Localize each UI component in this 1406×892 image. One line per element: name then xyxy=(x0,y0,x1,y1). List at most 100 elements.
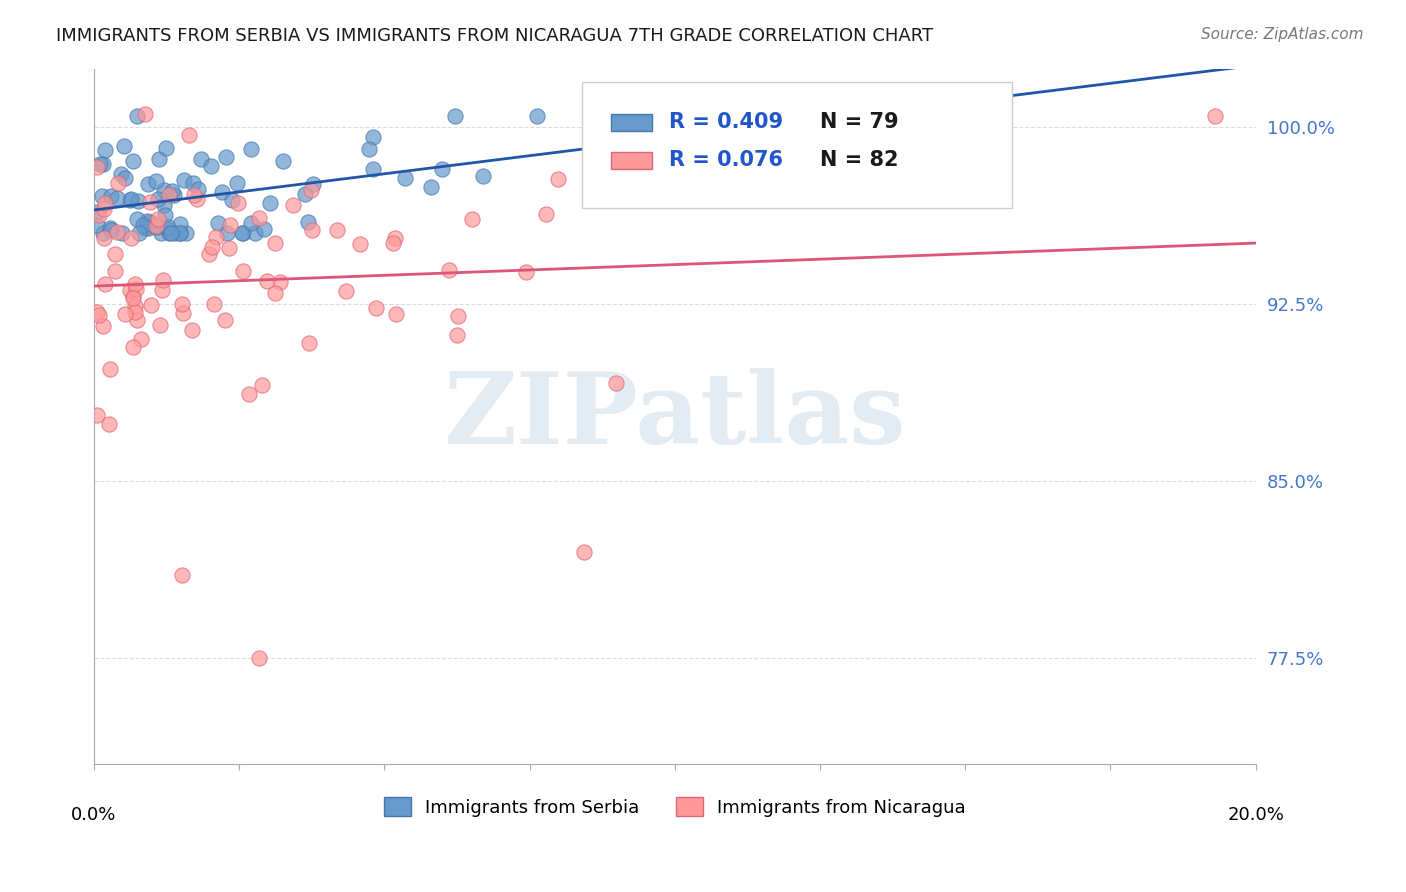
Immigrants from Nicaragua xyxy=(104,247,127,261)
Immigrants from Serbia xyxy=(136,220,159,235)
Immigrants from Nicaragua xyxy=(384,231,406,245)
Immigrants from Serbia xyxy=(146,192,169,206)
Immigrants from Serbia xyxy=(145,220,167,235)
Immigrants from Serbia xyxy=(221,193,243,207)
Immigrants from Serbia xyxy=(361,161,384,176)
Immigrants from Serbia xyxy=(163,227,186,241)
Immigrants from Serbia xyxy=(125,109,148,123)
FancyBboxPatch shape xyxy=(610,152,651,169)
Immigrants from Serbia xyxy=(359,142,381,156)
Immigrants from Serbia xyxy=(114,171,136,186)
Immigrants from Serbia xyxy=(100,223,122,237)
Immigrants from Nicaragua xyxy=(1204,109,1226,123)
Immigrants from Nicaragua xyxy=(124,305,146,319)
Immigrants from Nicaragua xyxy=(120,230,142,244)
Immigrants from Nicaragua xyxy=(301,222,323,236)
Immigrants from Serbia xyxy=(89,157,111,171)
Text: 0.0%: 0.0% xyxy=(72,806,117,824)
Text: N = 82: N = 82 xyxy=(820,150,898,170)
Immigrants from Serbia xyxy=(420,180,443,194)
Immigrants from Nicaragua xyxy=(437,263,460,277)
Immigrants from Serbia xyxy=(173,173,195,187)
Immigrants from Nicaragua xyxy=(461,212,484,227)
Immigrants from Nicaragua xyxy=(134,107,156,121)
Immigrants from Serbia xyxy=(120,192,142,206)
Immigrants from Serbia xyxy=(122,154,145,169)
Immigrants from Serbia xyxy=(135,214,157,228)
Immigrants from Nicaragua xyxy=(263,235,285,250)
Text: N = 79: N = 79 xyxy=(820,112,898,132)
Immigrants from Nicaragua xyxy=(247,211,270,225)
Immigrants from Nicaragua xyxy=(145,219,167,234)
Immigrants from Serbia xyxy=(125,212,148,227)
Immigrants from Serbia xyxy=(253,222,276,236)
Immigrants from Serbia xyxy=(472,169,495,183)
Text: Source: ZipAtlas.com: Source: ZipAtlas.com xyxy=(1201,27,1364,42)
Immigrants from Serbia xyxy=(128,227,150,241)
Immigrants from Nicaragua xyxy=(250,377,273,392)
Immigrants from Nicaragua xyxy=(122,291,145,305)
Immigrants from Nicaragua xyxy=(198,246,221,260)
Immigrants from Nicaragua xyxy=(125,282,148,296)
FancyBboxPatch shape xyxy=(610,113,651,131)
Immigrants from Nicaragua xyxy=(104,264,127,278)
Immigrants from Serbia xyxy=(105,191,128,205)
Immigrants from Serbia xyxy=(157,227,180,241)
Immigrants from Nicaragua xyxy=(86,304,108,318)
Immigrants from Serbia xyxy=(240,142,263,156)
Immigrants from Serbia xyxy=(169,227,191,241)
Text: R = 0.409: R = 0.409 xyxy=(669,112,783,132)
Immigrants from Nicaragua xyxy=(150,283,173,297)
Immigrants from Nicaragua xyxy=(93,202,115,216)
Immigrants from Serbia xyxy=(86,204,108,219)
Immigrants from Nicaragua xyxy=(572,544,595,558)
Immigrants from Serbia xyxy=(110,167,132,181)
Immigrants from Nicaragua xyxy=(515,265,537,279)
Immigrants from Serbia xyxy=(120,193,142,207)
Immigrants from Nicaragua xyxy=(238,387,260,401)
Immigrants from Serbia xyxy=(149,227,172,241)
Immigrants from Serbia xyxy=(432,162,454,177)
Immigrants from Serbia xyxy=(259,196,281,211)
Immigrants from Serbia xyxy=(243,227,266,241)
Immigrants from Serbia xyxy=(169,218,191,232)
Immigrants from Nicaragua xyxy=(139,194,162,209)
Immigrants from Nicaragua xyxy=(219,218,242,232)
Immigrants from Nicaragua xyxy=(172,306,194,320)
Immigrants from Nicaragua xyxy=(124,277,146,291)
Immigrants from Serbia xyxy=(138,215,160,229)
Immigrants from Serbia xyxy=(153,197,176,211)
FancyBboxPatch shape xyxy=(582,82,1012,208)
Immigrants from Nicaragua xyxy=(534,207,557,221)
Immigrants from Serbia xyxy=(111,227,134,241)
Immigrants from Serbia xyxy=(148,152,170,166)
Immigrants from Serbia xyxy=(91,157,114,171)
Immigrants from Nicaragua xyxy=(139,298,162,312)
Immigrants from Serbia xyxy=(211,185,233,199)
Immigrants from Nicaragua xyxy=(335,284,357,298)
Immigrants from Nicaragua xyxy=(204,297,226,311)
Immigrants from Nicaragua xyxy=(269,276,291,290)
Immigrants from Nicaragua xyxy=(87,308,110,322)
Immigrants from Serbia xyxy=(86,219,108,233)
Immigrants from Nicaragua xyxy=(298,336,321,351)
Immigrants from Nicaragua xyxy=(125,313,148,327)
Immigrants from Nicaragua xyxy=(170,568,193,582)
Immigrants from Serbia xyxy=(226,176,249,190)
Immigrants from Serbia xyxy=(162,184,184,198)
Immigrants from Nicaragua xyxy=(249,650,271,665)
Immigrants from Nicaragua xyxy=(218,241,240,255)
Immigrants from Nicaragua xyxy=(201,240,224,254)
Immigrants from Serbia xyxy=(127,194,149,209)
Immigrants from Serbia xyxy=(94,143,117,157)
Immigrants from Serbia xyxy=(239,216,262,230)
Immigrants from Serbia xyxy=(98,220,121,235)
Immigrants from Serbia xyxy=(90,188,112,202)
Immigrants from Serbia xyxy=(155,208,177,222)
Immigrants from Nicaragua xyxy=(384,307,406,321)
Immigrants from Nicaragua xyxy=(105,225,128,239)
Immigrants from Serbia xyxy=(271,153,294,168)
Immigrants from Serbia xyxy=(302,177,325,191)
Immigrants from Nicaragua xyxy=(148,212,170,227)
Immigrants from Nicaragua xyxy=(129,332,152,346)
